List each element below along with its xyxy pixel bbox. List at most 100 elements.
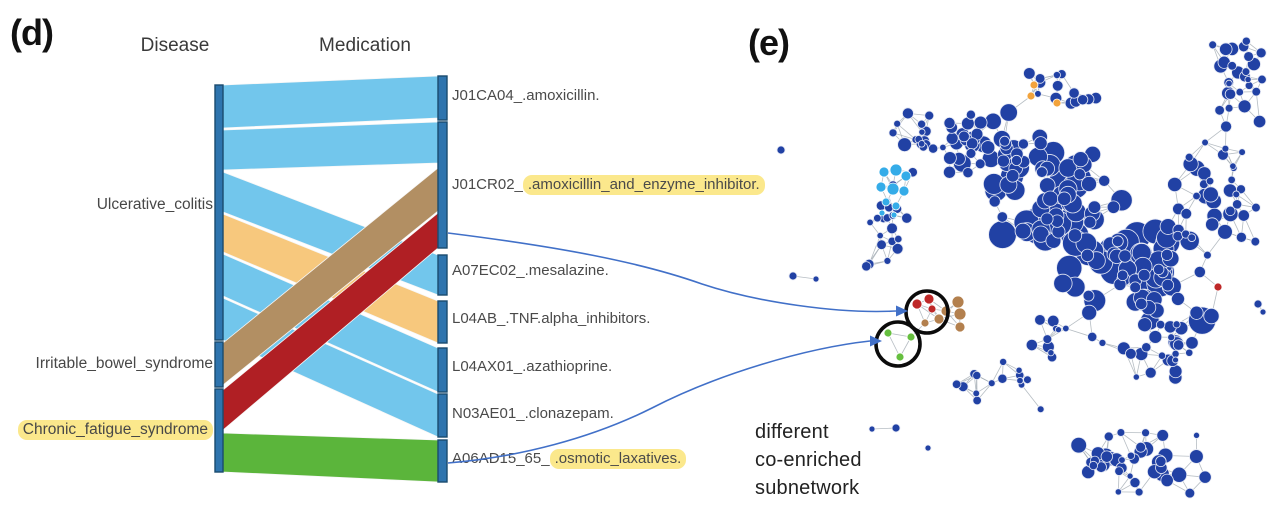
network-node xyxy=(893,119,902,128)
network-node xyxy=(918,128,926,136)
network-node xyxy=(1036,166,1048,178)
network-node xyxy=(945,132,959,145)
network-node xyxy=(924,444,932,452)
network-node xyxy=(1014,222,1032,240)
network-node xyxy=(1241,67,1251,76)
network-node-cyan_cluster xyxy=(875,181,887,193)
network-node xyxy=(1251,202,1261,213)
panel-e-label: (e) xyxy=(748,22,790,63)
sankey-node-right-3 xyxy=(437,300,448,344)
network-node xyxy=(1241,36,1251,46)
network-node-orange_nodes xyxy=(1026,91,1036,101)
disease-label-highlight: Chronic_fatigue_syndrome xyxy=(17,420,213,440)
network-node xyxy=(1135,297,1148,311)
network-node xyxy=(873,213,882,223)
network-node-brown_subnetwork xyxy=(933,313,945,325)
network-node xyxy=(917,119,927,129)
network-node xyxy=(1259,308,1267,316)
network-node xyxy=(987,379,996,388)
network-node xyxy=(1243,51,1254,62)
network-node-brown_subnetwork xyxy=(953,307,967,321)
network-node xyxy=(1238,148,1246,156)
network-node-cyan_cluster xyxy=(898,185,910,197)
medication-label-0: J01CA04_.amoxicillin. xyxy=(452,87,600,104)
network-node xyxy=(1081,304,1098,321)
network-node xyxy=(1023,67,1036,80)
network-node xyxy=(1160,473,1174,488)
network-node xyxy=(1217,224,1233,240)
network-node xyxy=(1111,235,1124,248)
network-node xyxy=(1077,94,1089,106)
network-node xyxy=(1232,199,1243,210)
network-node xyxy=(1237,209,1250,222)
network-node xyxy=(984,112,1002,130)
network-node xyxy=(1034,90,1042,98)
panel-d-label: (d) xyxy=(10,12,54,53)
network-edge xyxy=(887,332,901,358)
network-node xyxy=(1118,456,1126,464)
network-node-cyan_cluster xyxy=(878,209,886,217)
network-edge xyxy=(1021,384,1041,410)
network-node xyxy=(996,211,1008,223)
network-node xyxy=(1088,460,1099,471)
network-node xyxy=(1225,79,1233,88)
network-node xyxy=(1011,154,1023,166)
network-node xyxy=(1255,47,1267,59)
network-node xyxy=(1189,305,1204,320)
network-node xyxy=(1036,405,1045,414)
medication-code: J01CA04_ xyxy=(452,87,523,104)
network-node-cyan_cluster xyxy=(890,211,898,219)
network-node xyxy=(876,231,884,240)
sankey-node-right-0 xyxy=(437,75,448,121)
network-node xyxy=(1253,299,1263,309)
network-node xyxy=(868,425,876,433)
network-node xyxy=(1067,228,1083,243)
network-node xyxy=(973,115,988,130)
network-node xyxy=(1055,326,1062,334)
network-node xyxy=(1087,331,1098,342)
network-node xyxy=(1051,80,1064,92)
network-node xyxy=(1116,428,1126,437)
network-node xyxy=(1205,176,1215,186)
sankey-node-right-4 xyxy=(437,347,448,393)
network-node xyxy=(1057,191,1072,206)
network-node xyxy=(1141,428,1150,438)
network-node xyxy=(1225,205,1236,217)
network-node-orange_nodes xyxy=(1029,80,1039,90)
network-node xyxy=(1227,61,1237,71)
sankey-node-right-1 xyxy=(437,121,448,249)
network-node xyxy=(1171,291,1185,306)
network-node xyxy=(888,128,898,138)
network-node xyxy=(894,234,903,244)
network-node xyxy=(1244,75,1252,84)
sankey-node-left-0 xyxy=(214,84,224,341)
disease-column-header: Disease xyxy=(140,35,210,56)
network-node xyxy=(972,370,982,381)
network-node-green_subnetwork xyxy=(883,328,893,338)
network-node xyxy=(1137,317,1153,333)
network-node xyxy=(1087,200,1102,214)
network-node xyxy=(1052,71,1061,80)
network-node xyxy=(1201,138,1209,147)
network-node xyxy=(1203,250,1212,260)
network-node xyxy=(1250,236,1261,247)
network-node xyxy=(1252,114,1267,129)
network-node xyxy=(1203,307,1220,325)
network-node xyxy=(1015,366,1023,374)
network-node xyxy=(939,143,947,152)
sankey-node-left-2 xyxy=(214,388,224,473)
network-node xyxy=(1220,120,1232,133)
network-node xyxy=(1047,314,1060,328)
network-node xyxy=(1227,175,1236,185)
network-node xyxy=(1155,455,1167,468)
network-node xyxy=(1032,225,1050,243)
medication-name: .TNF.alpha_inhibitors. xyxy=(505,310,651,327)
network-node xyxy=(1168,364,1183,379)
network-node xyxy=(1114,466,1124,476)
network-node xyxy=(972,389,981,398)
network-node xyxy=(1042,190,1059,207)
network-node xyxy=(1103,431,1114,442)
